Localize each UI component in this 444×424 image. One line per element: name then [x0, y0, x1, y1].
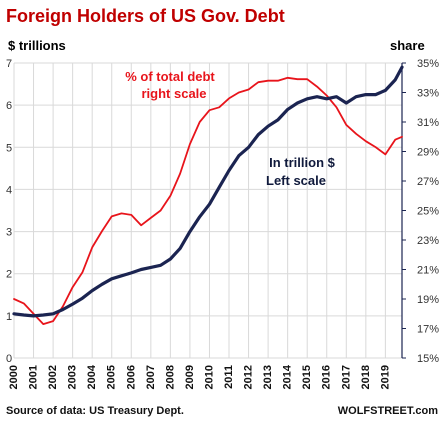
series-line-trillions [12, 65, 404, 318]
right-tick-label: 19% [417, 294, 439, 306]
x-tick-label: 2013 [262, 365, 274, 389]
x-tick-label: 2018 [360, 365, 372, 389]
x-tick-label: 2014 [282, 364, 294, 389]
x-tick-label: 2008 [164, 365, 176, 389]
left-tick-label: 7 [6, 58, 12, 70]
right-tick-label: 21% [417, 265, 439, 277]
x-axis-ticks: 2000 2001 2002 2003 2004 2005 2006 2007 2008 2009… [8, 364, 391, 389]
source-note: Source of data: US Treasury Dept. [6, 405, 184, 417]
gridlines [13, 62, 402, 359]
left-tick-label: 1 [6, 311, 12, 323]
annotation-red-line1: % of total debt [125, 69, 215, 84]
right-tick-label: 17% [417, 324, 439, 336]
left-tick-label: 2 [6, 269, 12, 281]
left-tick-label: 6 [6, 100, 12, 112]
left-tick-label: 4 [6, 184, 12, 196]
x-tick-label: 2001 [28, 365, 40, 389]
x-tick-label: 2009 [184, 365, 196, 389]
right-tick-label: 31% [417, 117, 439, 129]
right-tick-label: 35% [417, 58, 439, 70]
right-axis-unit: share [390, 38, 425, 53]
annotation-blue-line1: In trillion $ [269, 155, 335, 170]
x-tick-label: 2003 [67, 365, 79, 389]
right-tick-label: 29% [417, 147, 439, 159]
x-tick-label: 2005 [106, 365, 118, 389]
x-tick-label: 2000 [8, 365, 20, 389]
right-tick-label: 15% [417, 353, 439, 365]
left-axis-unit: $ trillions [8, 38, 66, 53]
right-axis-ticks: 15% 17% 19% 21% 23% 25% 27% 29% 31% 33% 35% [402, 58, 439, 365]
credit-note: WOLFSTREET.com [338, 405, 438, 417]
annotation-red-line2: right scale [141, 86, 206, 101]
x-tick-label: 2011 [223, 365, 235, 389]
chart-title: Foreign Holders of US Gov. Debt [6, 6, 285, 26]
x-tick-label: 2006 [125, 365, 137, 389]
x-tick-label: 2017 [340, 365, 352, 389]
annotation-blue-line2: Left scale [266, 173, 326, 188]
left-tick-label: 5 [6, 142, 12, 154]
series-layer [12, 65, 404, 326]
right-tick-label: 25% [417, 206, 439, 218]
right-tick-label: 27% [417, 176, 439, 188]
right-tick-label: 33% [417, 88, 439, 100]
x-tick-label: 2016 [321, 365, 333, 389]
right-tick-label: 23% [417, 235, 439, 247]
x-tick-label: 2002 [47, 365, 59, 389]
x-tick-label: 2004 [86, 364, 98, 389]
x-tick-label: 2012 [243, 365, 255, 389]
left-tick-label: 0 [6, 353, 12, 365]
x-tick-label: 2019 [379, 365, 391, 389]
x-tick-label: 2007 [145, 365, 157, 389]
x-tick-label: 2010 [203, 365, 215, 389]
series-line-share [13, 76, 403, 326]
left-tick-label: 3 [6, 227, 12, 239]
left-axis-ticks: 0 1 2 3 4 5 6 7 [6, 58, 12, 365]
x-tick-label: 2015 [301, 365, 313, 389]
